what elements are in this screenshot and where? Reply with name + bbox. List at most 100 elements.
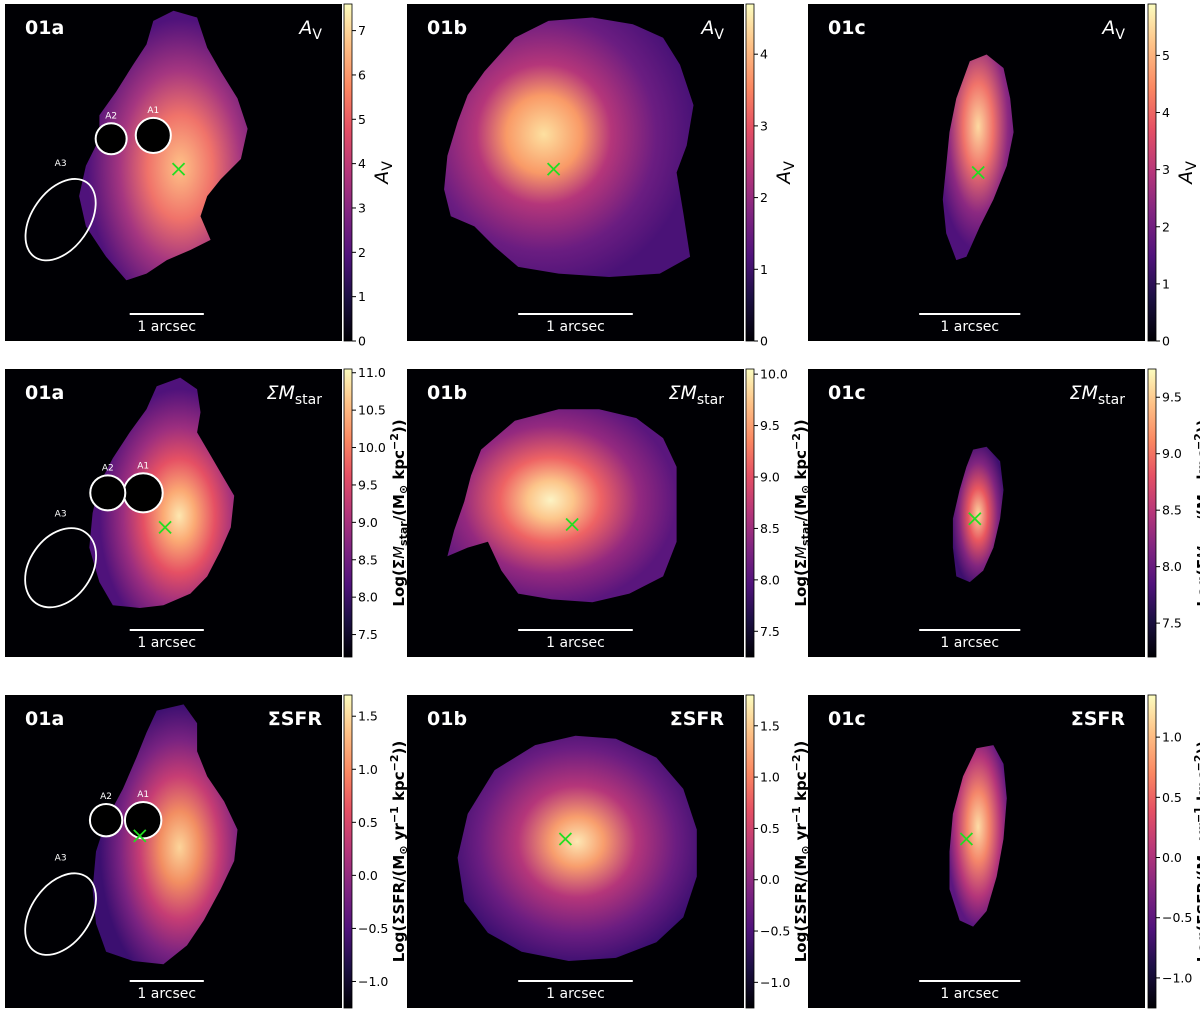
galaxy-label: 01a [25,708,64,730]
colorbar-tick-label: 1.5 [760,718,780,733]
colorbar-tick-label: 8.5 [358,552,378,567]
colorbar-label-part: yr [1194,822,1200,845]
colorbar-tick-label: −1.0 [760,975,790,990]
quantity-title: ΣMstar [1069,382,1125,408]
emission-map [444,17,694,277]
quantity-title: AV [1100,17,1125,43]
galaxy-label: 01a [25,382,64,404]
colorbar-label-sub: V [782,161,798,171]
colorbar-tick-label: 9.5 [358,477,378,492]
colorbar-label-part: Log(ΣSFR/(M [792,855,810,963]
colorbar-tick-label: −1.0 [1162,970,1192,985]
colorbar-tick-label: 7.5 [358,627,378,642]
panel-01c-sigma_sfr: 01c ΣSFR 1 arcsec [808,695,1145,1008]
colorbar-tick-label: 9.5 [760,418,780,433]
center-cross-marker [971,165,985,180]
aperture-a1 [134,116,172,154]
quantity-title-main: A [297,17,312,39]
colorbar-label-part: M [792,546,810,559]
quantity-title-main: ΣSFR [670,708,725,730]
colorbar-label-part: −2 [388,754,401,771]
galaxy-label: 01b [427,17,467,39]
scale-bar-label: 1 arcsec [546,635,605,651]
colorbar-label-part: ⊙ [397,485,410,494]
scale-bar-label: 1 arcsec [137,635,196,651]
aperture-a3 [24,527,97,609]
colorbar-gradient-bar [745,694,755,1009]
emission-map [447,409,677,603]
scale-bar-label: 1 arcsec [940,635,999,651]
colorbar-label-part: −2 [1192,754,1200,771]
colorbar-tick-label: 2 [1162,219,1170,234]
colorbar-tick-label: 1.0 [760,770,780,785]
colorbar-label-part: Log(ΣSFR/(M [390,855,408,963]
aperture-a2 [88,803,124,838]
map-frame [407,4,744,341]
colorbar-label-main: A [1175,171,1197,186]
colorbar-tick-label: 10.0 [358,440,386,455]
aperture-a2 [94,122,128,156]
map-frame [5,4,342,341]
colorbar-tick-label: −1.0 [358,974,388,989]
colorbar-label-part: /(M [1194,494,1200,521]
colorbar-tick-label: 10.0 [760,367,788,382]
colorbar-label-part: /(M [390,494,408,521]
colorbar-tick-label: 4 [760,47,768,62]
colorbar-tick-label: 0.5 [1162,790,1182,805]
colorbar-tick-label: 1 [1162,276,1170,291]
aperture-a1-label: A1 [137,461,149,471]
map-frame [808,369,1145,657]
colorbar-tick-label: 10.5 [358,403,386,418]
colorbar-tick-label: 9.0 [358,515,378,530]
colorbar-label-part: M [1194,546,1200,559]
colorbar-label-part: kpc [792,450,810,485]
colorbar-tick-label: 0.0 [1162,850,1182,865]
aperture-a3-label: A3 [55,854,67,864]
colorbar-tick-label: 8.0 [760,572,780,587]
panel-01b-sigma_sfr: 01b ΣSFR 1 arcsec [407,695,744,1008]
aperture-a2-label: A2 [102,463,114,473]
colorbar-label-part: )) [792,419,810,433]
aperture-a3-label: A3 [55,159,67,169]
colorbar-label-main: A [371,171,393,186]
colorbar-label-part: ⊙ [397,845,410,854]
colorbar-tick-label: 4 [1162,105,1170,120]
emission-map [942,54,1014,261]
panel-01c-sigma_mstar: 01c ΣMstar 1 arcsec [808,369,1145,657]
aperture-a3 [24,872,97,956]
panel-01b-a_v: 01b AV 1 arcsec [407,4,744,341]
colorbar-label-part: )) [390,741,408,755]
aperture-a1-label: A1 [147,106,159,116]
colorbar-label-part: Log(Σ [390,559,408,607]
quantity-title-sub: star [697,392,724,408]
aperture-a1-label: A1 [137,790,149,800]
quantity-title-sub: V [714,27,724,43]
colorbar: 7.5 8.0 8.5 9.0 9.5 Log(ΣMstar/(M⊙ kpc−2)) [1147,368,1200,658]
colorbar-tick-label: 0.0 [358,868,378,883]
colorbar-gradient-bar [745,3,755,342]
colorbar-tick-label: 8.5 [1162,503,1182,518]
colorbar-tick-label: 8.5 [760,521,780,536]
panel-01a-sigma_sfr: 01a ΣSFR A1 A2 A3 1 arcsec [5,695,342,1008]
colorbar: −1.0 −0.5 0.0 0.5 1.0 1.5 Log(ΣSFR/(M⊙ yr−1 kp… [745,694,812,1009]
colorbar-label: Log(ΣMstar/(M⊙ kpc−2)) [1192,419,1200,606]
colorbar-label-part: kpc [390,771,408,806]
galaxy-label: 01b [427,708,467,730]
colorbar-tick-label: 0.5 [358,815,378,830]
colorbar-label-sub: V [1184,161,1200,171]
map-frame [5,369,342,657]
map-frame [407,369,744,657]
scale-bar-label: 1 arcsec [546,319,605,335]
colorbar-label-part: −1 [790,806,803,823]
colorbar-tick-label: 1 [358,289,366,304]
colorbar-label-part: −1 [388,806,401,823]
colorbar-label: Log(ΣMstar/(M⊙ kpc−2)) [388,419,410,606]
colorbar-tick-label: 0 [358,334,366,349]
aperture-a1 [122,472,164,514]
colorbar-gradient-bar [1147,368,1157,658]
quantity-title-sub: star [295,392,322,408]
colorbar-tick-label: 3 [358,200,366,215]
aperture-a2-label: A2 [100,792,112,802]
aperture-a3 [24,178,97,262]
emission-map [457,735,697,961]
